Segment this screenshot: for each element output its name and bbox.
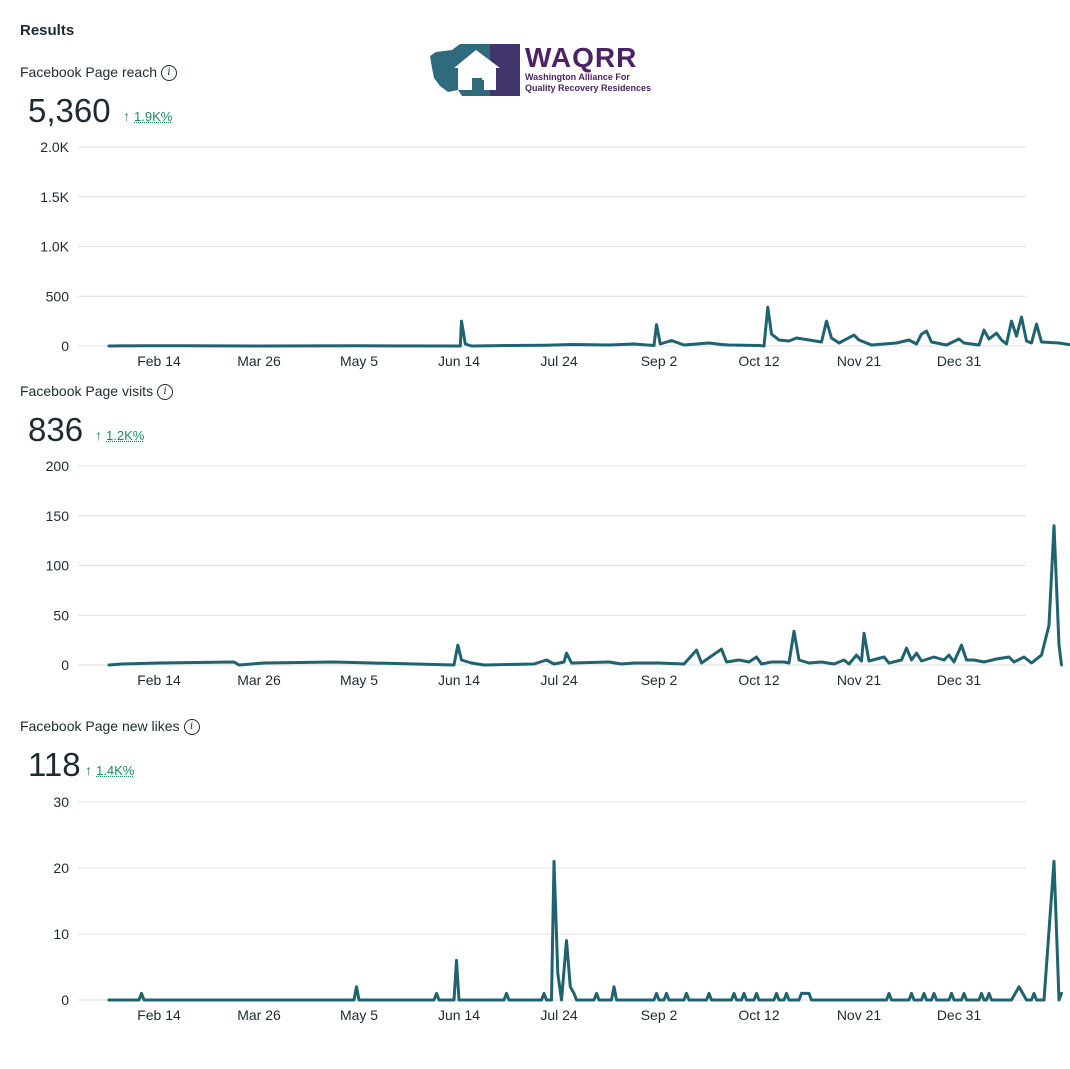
series-line — [107, 524, 1063, 667]
logo-title: WAQRR — [525, 42, 638, 73]
house-state-logo-icon — [430, 44, 520, 96]
x-tick-label: May 5 — [340, 672, 378, 688]
reach-label-text: Facebook Page reach — [20, 64, 157, 80]
reach-change-percent: 1.9K% — [134, 109, 173, 124]
x-tick-label: Oct 12 — [738, 353, 779, 369]
reach-label: Facebook Page reach i — [20, 64, 177, 82]
likes-chart: 0 10 20 30 Feb 14 Mar 26 May 5 Jun 14 Jul 24 Sep … — [53, 794, 1063, 1023]
x-tick-label: Mar 26 — [237, 672, 281, 688]
x-tick-label: Sep 2 — [641, 672, 678, 688]
y-tick-label: 150 — [46, 508, 70, 524]
y-tick-label: 0 — [61, 657, 69, 673]
x-tick-label: Sep 2 — [641, 1007, 678, 1023]
info-icon[interactable]: i — [183, 719, 200, 736]
x-tick-label: Jun 14 — [438, 353, 480, 369]
y-tick-label: 50 — [53, 607, 69, 623]
series-line — [107, 859, 1063, 1002]
arrow-up-icon: ↑ — [85, 762, 92, 778]
x-tick-label: May 5 — [340, 1007, 378, 1023]
x-tick-label: Mar 26 — [237, 1007, 281, 1023]
likes-label-text: Facebook Page new likes — [20, 718, 180, 734]
visits-change[interactable]: ↑ 1.2K% — [95, 427, 144, 443]
y-tick-label: 500 — [46, 288, 70, 304]
y-tick-label: 0 — [61, 338, 69, 354]
likes-change[interactable]: ↑ 1.4K% — [85, 762, 134, 778]
visits-label-text: Facebook Page visits — [20, 383, 154, 399]
x-tick-label: Nov 21 — [837, 1007, 882, 1023]
y-tick-label: 30 — [53, 794, 69, 810]
reach-value: 5,360 — [28, 92, 111, 129]
y-tick-label: 200 — [46, 458, 70, 474]
y-tick-label: 10 — [53, 926, 69, 942]
visits-change-percent: 1.2K% — [106, 428, 145, 443]
x-tick-label: Jul 24 — [540, 672, 578, 688]
y-tick-label: 20 — [53, 860, 69, 876]
likes-change-percent: 1.4K% — [96, 763, 135, 778]
y-tick-label: 100 — [46, 558, 70, 574]
x-tick-label: Feb 14 — [137, 1007, 181, 1023]
x-tick-label: Nov 21 — [837, 353, 882, 369]
x-tick-label: Feb 14 — [137, 672, 181, 688]
visits-value: 836 — [28, 411, 84, 448]
visits-label: Facebook Page visits i — [20, 383, 174, 401]
y-tick-label: 2.0K — [40, 139, 69, 155]
info-icon[interactable]: i — [157, 384, 174, 401]
reach-change[interactable]: ↑ 1.9K% — [123, 108, 172, 124]
x-tick-label: Dec 31 — [937, 672, 982, 688]
waqrr-logo: WAQRR Washington Alliance For Quality Re… — [430, 42, 651, 100]
x-tick-label: Jul 24 — [540, 353, 578, 369]
x-tick-label: Dec 31 — [937, 353, 982, 369]
x-tick-label: Jul 24 — [540, 1007, 578, 1023]
y-tick-label: 1.0K — [40, 239, 69, 255]
logo-tagline-2: Quality Recovery Residences — [525, 83, 652, 93]
x-tick-label: Sep 2 — [641, 353, 678, 369]
x-tick-label: Mar 26 — [237, 353, 281, 369]
logo-tagline-1: Washington Alliance For — [525, 72, 630, 82]
x-tick-label: Oct 12 — [738, 672, 779, 688]
y-tick-label: 0 — [61, 992, 69, 1008]
x-tick-label: Oct 12 — [738, 1007, 779, 1023]
likes-value: 118 — [28, 746, 81, 783]
x-tick-label: Dec 31 — [937, 1007, 982, 1023]
visits-chart: 0 50 100 150 200 Feb 14 Mar 26 May 5 Jun 14 Jul 2… — [46, 458, 1063, 688]
x-tick-label: Jun 14 — [438, 672, 480, 688]
y-tick-label: 1.5K — [40, 189, 69, 205]
series-line — [107, 305, 1070, 348]
arrow-up-icon: ↑ — [123, 108, 130, 124]
x-tick-label: Nov 21 — [837, 672, 882, 688]
arrow-up-icon: ↑ — [95, 427, 102, 443]
x-tick-label: May 5 — [340, 353, 378, 369]
info-icon[interactable]: i — [160, 65, 177, 82]
reach-chart: 0 500 1.0K 1.5K 2.0K Feb 14 Mar 26 May 5 Jun 14 J… — [40, 139, 1070, 369]
likes-label: Facebook Page new likes i — [20, 718, 200, 736]
x-tick-label: Feb 14 — [137, 353, 181, 369]
results-heading: Results — [20, 22, 75, 39]
x-tick-label: Jun 14 — [438, 1007, 480, 1023]
